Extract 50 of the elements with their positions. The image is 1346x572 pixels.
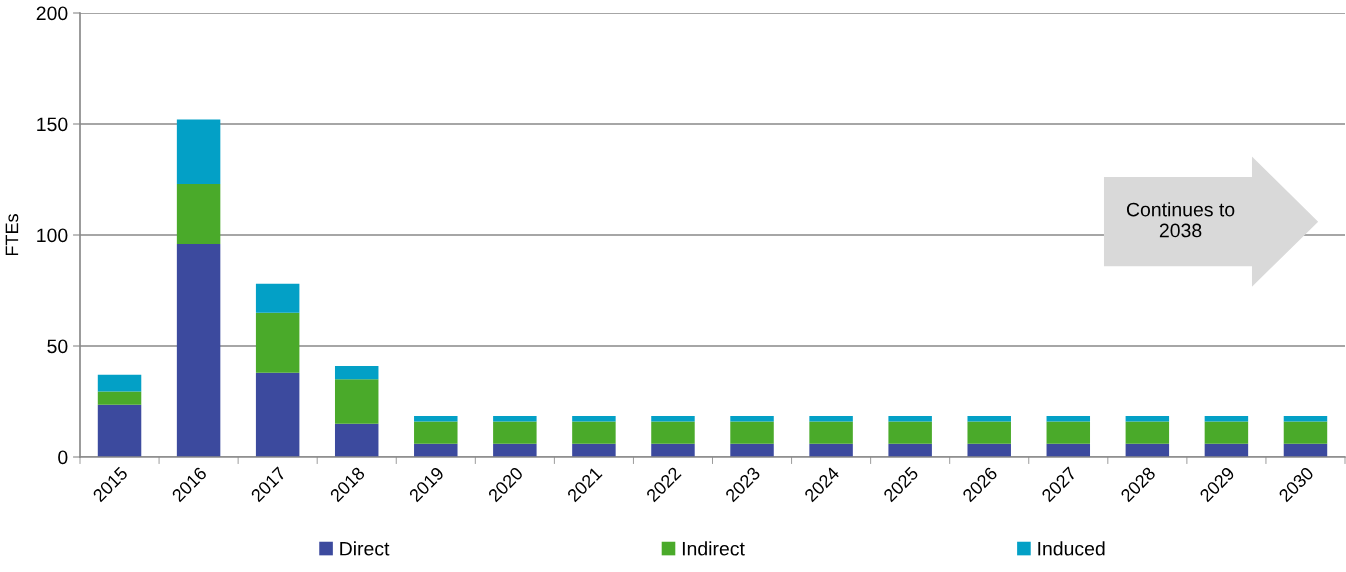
legend-label: Direct xyxy=(340,541,390,556)
bar xyxy=(414,443,458,457)
bar xyxy=(888,443,932,457)
bar xyxy=(493,415,537,422)
bar xyxy=(651,443,695,457)
legend-label: Indirect xyxy=(682,541,745,556)
bar xyxy=(176,119,221,184)
bar xyxy=(730,443,774,457)
y-tick-label: 100 xyxy=(37,228,68,243)
bar xyxy=(97,404,142,457)
bar xyxy=(572,421,616,444)
bar xyxy=(255,372,300,457)
legend-label: Induced xyxy=(1038,541,1105,556)
bar xyxy=(730,421,774,444)
bar xyxy=(1046,421,1091,444)
bar xyxy=(809,421,853,444)
bar xyxy=(255,283,300,313)
bar xyxy=(493,443,537,457)
y-axis-title: FTEs xyxy=(5,214,19,256)
bar xyxy=(572,415,616,422)
bar xyxy=(414,415,458,422)
bar xyxy=(334,379,379,424)
bar xyxy=(730,415,774,422)
bar xyxy=(572,443,616,457)
bar xyxy=(809,443,853,457)
bar xyxy=(493,421,537,444)
bar xyxy=(176,243,221,457)
bar xyxy=(888,421,932,444)
bar xyxy=(176,183,221,244)
y-tick-label: 50 xyxy=(47,339,68,354)
bar xyxy=(967,415,1011,422)
bar xyxy=(888,415,932,422)
bar xyxy=(1125,421,1170,444)
y-tick-label: 200 xyxy=(36,6,68,21)
y-tick-label: 150 xyxy=(37,117,68,132)
bar xyxy=(967,443,1011,457)
bar xyxy=(255,312,300,373)
bar xyxy=(1283,421,1328,444)
bar xyxy=(414,421,458,444)
bar xyxy=(1204,421,1249,444)
bar xyxy=(97,374,142,392)
bar xyxy=(809,415,853,422)
bar xyxy=(651,415,695,422)
y-tick-label: 0 xyxy=(58,450,68,465)
annotation: Continues to 2038 xyxy=(1126,202,1235,238)
bar xyxy=(97,391,142,405)
bar xyxy=(334,365,379,380)
bar xyxy=(967,421,1011,444)
bar xyxy=(334,423,379,457)
bar xyxy=(651,421,695,444)
